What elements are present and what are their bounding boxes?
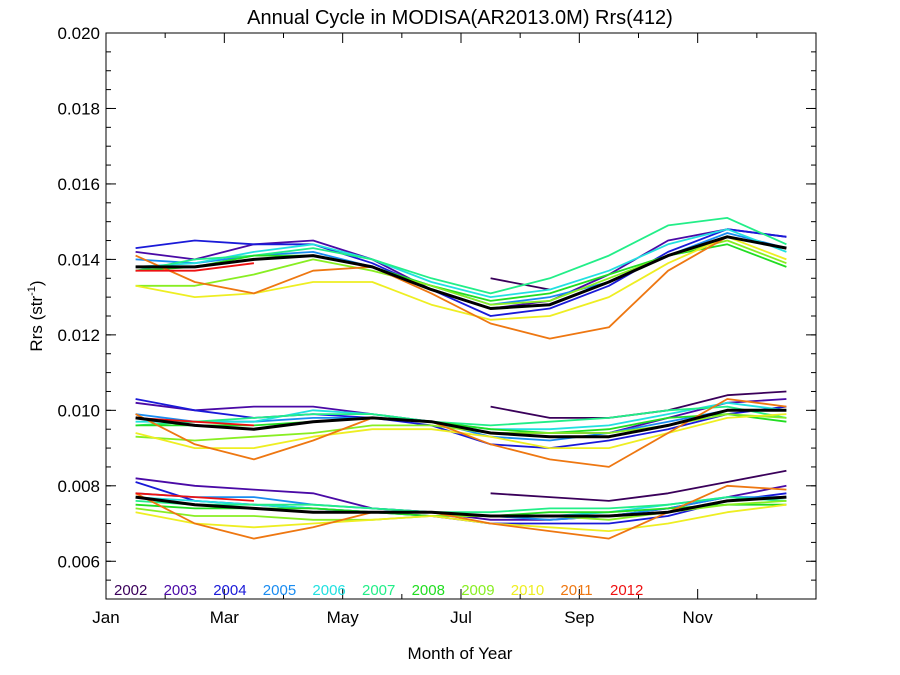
y-tick-label: 0.016 — [57, 175, 100, 194]
series-line-2008 — [135, 243, 787, 302]
y-tick-label: 0.018 — [57, 99, 100, 118]
y-tick-label: 0.014 — [57, 250, 100, 269]
y-tick-label: 0.012 — [57, 326, 100, 345]
y-axis-title: Rrs (str-1) — [26, 280, 46, 351]
y-axis-title-exponent: -1 — [26, 286, 38, 296]
x-tick-label: Jan — [92, 608, 119, 627]
mean-series-line — [135, 235, 787, 310]
x-axis: Jan Mar May Jul Sep Nov — [92, 33, 758, 627]
x-tick-label: Sep — [564, 608, 594, 627]
legend: 2002 2003 2004 2005 2006 2007 2008 2009 2010 2011… — [114, 582, 643, 599]
series-layer — [135, 216, 787, 540]
x-tick-label: May — [327, 608, 360, 627]
series-line-2004 — [135, 228, 787, 317]
series-line-2007 — [135, 496, 787, 514]
series-line-2011 — [135, 398, 787, 468]
y-tick-label: 0.006 — [57, 552, 100, 571]
y-axis: 0.006 0.008 0.010 0.012 0.014 0.016 0.018 0.020 — [57, 24, 816, 600]
series-line-2010 — [135, 503, 787, 532]
series-line-2012 — [135, 492, 254, 502]
legend-entry-2005: 2005 — [263, 582, 296, 599]
series-line-2011 — [135, 235, 787, 340]
series-line-2007 — [135, 216, 787, 295]
x-axis-title: Month of Year — [408, 644, 513, 663]
legend-entry-2008: 2008 — [412, 582, 445, 599]
mean-series-line — [135, 408, 787, 439]
y-axis-title-end: ) — [27, 280, 46, 286]
series-line-2012 — [135, 262, 255, 272]
legend-entry-2007: 2007 — [362, 582, 395, 599]
series-line-2002 — [490, 277, 550, 291]
series-line-2010 — [135, 235, 787, 321]
x-tick-label: Jul — [450, 608, 472, 627]
series-line-2006 — [135, 228, 787, 299]
series-line-2011 — [135, 484, 787, 540]
y-tick-label: 0.010 — [57, 401, 100, 420]
series-line-2003 — [135, 228, 787, 310]
series-line-2007 — [135, 405, 787, 427]
legend-entry-2002: 2002 — [114, 582, 147, 599]
y-tick-label: 0.020 — [57, 24, 100, 43]
mean-series-line — [135, 495, 787, 518]
legend-entry-2004: 2004 — [213, 582, 246, 599]
y-axis-title-main: Rrs (str — [27, 296, 46, 352]
series-line-2002 — [490, 469, 787, 502]
legend-entry-2009: 2009 — [461, 582, 494, 599]
x-tick-label: Mar — [210, 608, 240, 627]
x-tick-label: Nov — [683, 608, 714, 627]
chart-title: Annual Cycle in MODISA(AR2013.0M) Rrs(41… — [247, 7, 673, 29]
y-tick-label: 0.008 — [57, 477, 100, 496]
legend-entry-2010: 2010 — [511, 582, 544, 599]
legend-entry-2012: 2012 — [610, 582, 643, 599]
legend-entry-2011: 2011 — [560, 582, 592, 599]
legend-entry-2006: 2006 — [312, 582, 345, 599]
legend-entry-2003: 2003 — [164, 582, 197, 599]
